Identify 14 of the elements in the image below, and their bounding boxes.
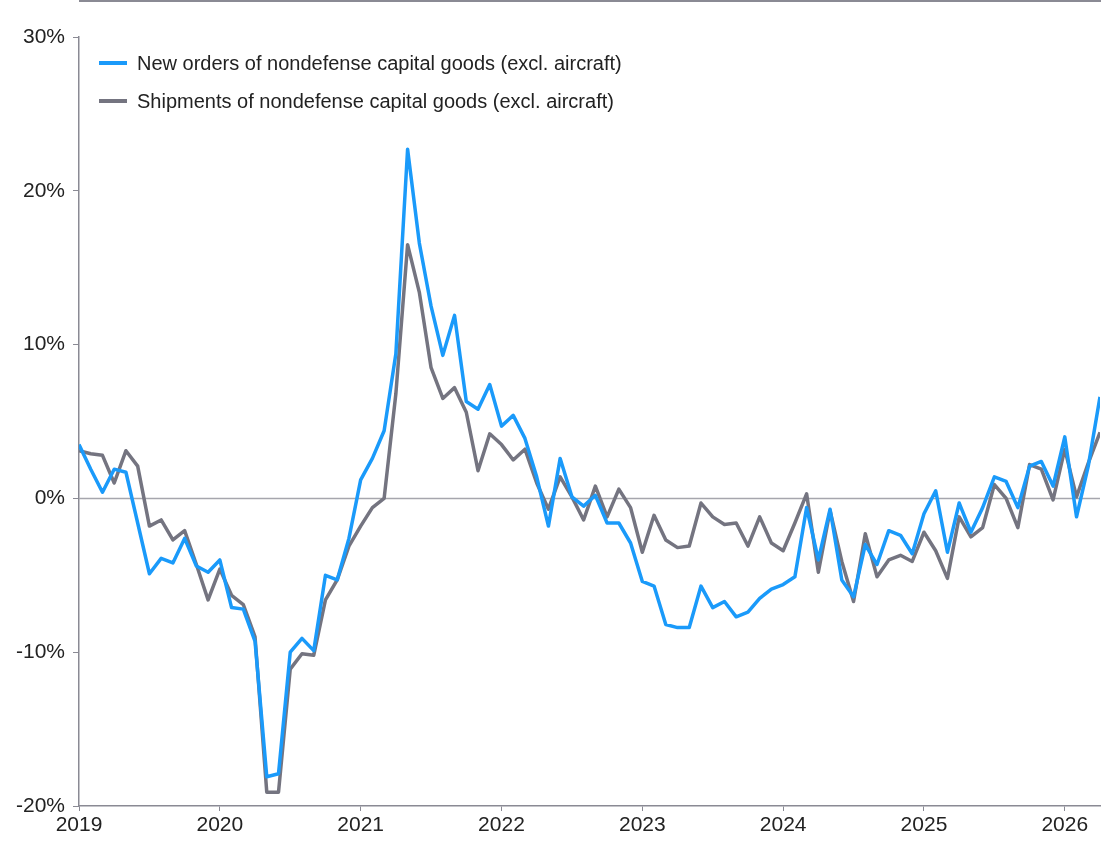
x-tick-label: 2026 <box>1041 812 1089 836</box>
x-tick-label: 2024 <box>759 812 807 836</box>
y-tick-label: 20% <box>22 177 65 201</box>
x-tick-label: 2022 <box>478 812 525 836</box>
x-tick-label: 2020 <box>196 812 244 836</box>
y-tick-label: 0% <box>34 485 65 509</box>
legend-label: New orders of nondefense capital goods (excl. aircraft) <box>137 51 622 75</box>
x-tick-label: 2023 <box>618 812 666 836</box>
x-tick-label: 2025 <box>900 812 948 836</box>
legend-label: Shipments of nondefense capital goods (excl. aircraft) <box>137 89 614 113</box>
x-tick-label: 2021 <box>337 812 385 836</box>
y-tick-label: 30% <box>22 23 65 47</box>
y-tick-label: 10% <box>22 331 65 355</box>
y-tick-label: -10% <box>15 639 65 662</box>
